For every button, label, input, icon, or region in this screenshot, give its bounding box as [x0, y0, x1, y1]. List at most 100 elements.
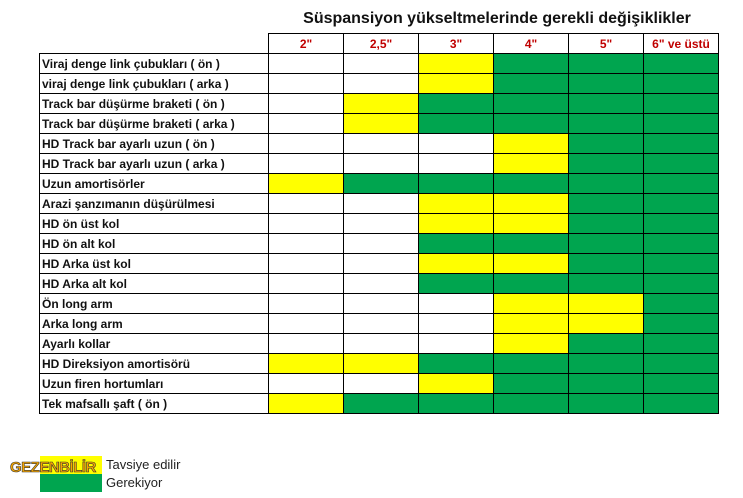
status-cell: [493, 133, 569, 154]
table-row: viraj denge link çubukları ( arka ): [39, 73, 719, 94]
legend-green: [40, 474, 102, 492]
table-row: Ön long arm: [39, 293, 719, 314]
status-cell: [343, 353, 419, 374]
column-header: 6" ve üstü: [643, 33, 719, 54]
status-cell: [568, 313, 644, 334]
row-label: HD Track bar ayarlı uzun ( ön ): [39, 133, 269, 154]
status-cell: [493, 73, 569, 94]
status-cell: [268, 353, 344, 374]
status-cell: [568, 273, 644, 294]
row-label: Arazi şanzımanın düşürülmesi: [39, 193, 269, 214]
legend-required: Gerekiyor: [106, 475, 163, 490]
status-cell: [343, 193, 419, 214]
status-cell: [268, 173, 344, 194]
status-cell: [493, 293, 569, 314]
status-cell: [343, 53, 419, 74]
status-cell: [493, 93, 569, 114]
status-cell: [493, 273, 569, 294]
status-cell: [643, 353, 719, 374]
status-cell: [343, 253, 419, 274]
status-cell: [268, 53, 344, 74]
status-cell: [643, 53, 719, 74]
status-cell: [568, 173, 644, 194]
status-cell: [343, 313, 419, 334]
status-cell: [568, 193, 644, 214]
status-cell: [493, 233, 569, 254]
status-cell: [343, 153, 419, 174]
page-title: Süspansiyon yükseltmelerinde gerekli değ…: [303, 10, 691, 27]
status-cell: [418, 353, 494, 374]
status-cell: [643, 233, 719, 254]
status-cell: [418, 193, 494, 214]
status-cell: [268, 153, 344, 174]
column-header: 2": [268, 33, 344, 54]
table-row: Viraj denge link çubukları ( ön ): [39, 53, 719, 74]
status-cell: [268, 293, 344, 314]
status-cell: [568, 133, 644, 154]
status-cell: [643, 253, 719, 274]
status-cell: [343, 333, 419, 354]
status-cell: [643, 373, 719, 394]
table-row: Uzun firen hortumları: [39, 373, 719, 394]
status-cell: [643, 393, 719, 414]
status-cell: [493, 353, 569, 374]
blank-header: [40, 34, 269, 54]
status-cell: [493, 53, 569, 74]
row-label: Uzun amortisörler: [39, 173, 269, 194]
status-cell: [268, 333, 344, 354]
status-cell: [568, 213, 644, 234]
legend-swatch: [40, 456, 102, 492]
status-cell: [268, 193, 344, 214]
header-row: 2" 2,5" 3" 4" 5" 6" ve üstü: [40, 33, 719, 54]
row-label: Arka long arm: [39, 313, 269, 334]
status-cell: [343, 393, 419, 414]
status-cell: [643, 113, 719, 134]
row-label: Track bar düşürme braketi ( arka ): [39, 113, 269, 134]
status-cell: [418, 373, 494, 394]
status-cell: [418, 173, 494, 194]
row-label: HD ön alt kol: [39, 233, 269, 254]
table-row: HD ön üst kol: [39, 213, 719, 234]
status-cell: [568, 333, 644, 354]
status-cell: [418, 133, 494, 154]
status-cell: [643, 293, 719, 314]
row-label: Track bar düşürme braketi ( ön ): [39, 93, 269, 114]
status-cell: [493, 113, 569, 134]
status-cell: [568, 53, 644, 74]
row-label: Tek mafsallı şaft ( ön ): [39, 393, 269, 414]
status-cell: [643, 193, 719, 214]
status-cell: [493, 193, 569, 214]
status-cell: [268, 273, 344, 294]
status-cell: [643, 173, 719, 194]
status-cell: [343, 93, 419, 114]
status-cell: [643, 333, 719, 354]
status-cell: [418, 293, 494, 314]
status-cell: [418, 93, 494, 114]
status-cell: [268, 373, 344, 394]
status-cell: [268, 233, 344, 254]
legend-yellow: [40, 456, 102, 474]
status-cell: [268, 93, 344, 114]
row-label: HD Arka alt kol: [39, 273, 269, 294]
requirements-table: 2" 2,5" 3" 4" 5" 6" ve üstü Viraj denge link …: [39, 33, 719, 414]
table-row: HD Direksiyon amortisörü: [39, 353, 719, 374]
status-cell: [418, 253, 494, 274]
row-label: Ön long arm: [39, 293, 269, 314]
status-cell: [343, 133, 419, 154]
table-row: HD Arka üst kol: [39, 253, 719, 274]
status-cell: [643, 93, 719, 114]
legend-recommended: Tavsiye edilir: [106, 457, 181, 472]
status-cell: [343, 233, 419, 254]
status-cell: [493, 173, 569, 194]
status-cell: [418, 153, 494, 174]
status-cell: [418, 393, 494, 414]
status-cell: [418, 313, 494, 334]
status-cell: [343, 213, 419, 234]
status-cell: [493, 313, 569, 334]
row-label: viraj denge link çubukları ( arka ): [39, 73, 269, 94]
table-row: Arka long arm: [39, 313, 719, 334]
status-cell: [418, 53, 494, 74]
status-cell: [568, 253, 644, 274]
status-cell: [568, 293, 644, 314]
status-cell: [568, 73, 644, 94]
